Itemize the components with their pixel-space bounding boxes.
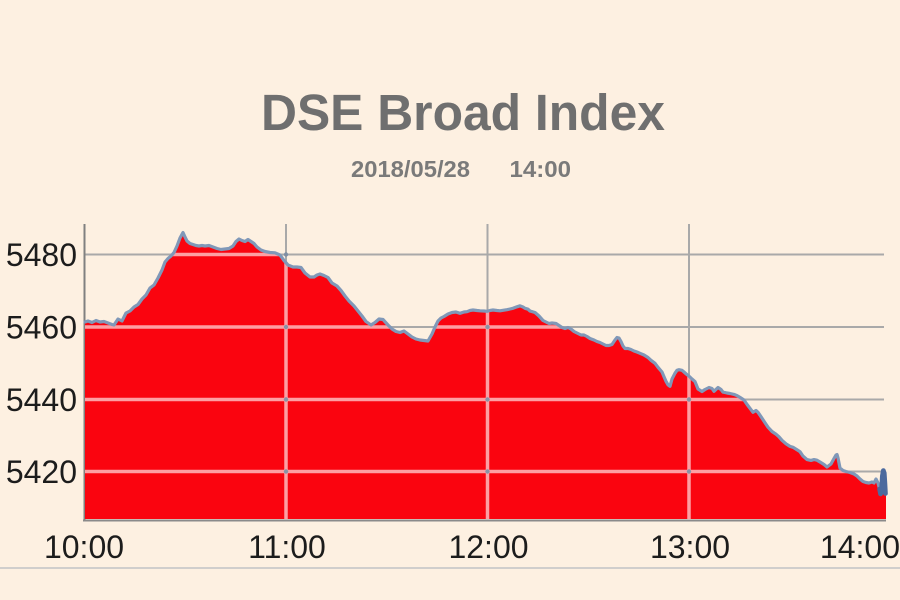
svg-text:5480: 5480 xyxy=(6,237,77,273)
svg-text:DSE Broad Index: DSE Broad Index xyxy=(261,84,665,141)
svg-text:5440: 5440 xyxy=(6,382,77,418)
svg-text:11:00: 11:00 xyxy=(248,529,326,565)
svg-text:12:00: 12:00 xyxy=(448,529,528,565)
svg-text:10:00: 10:00 xyxy=(44,529,124,565)
svg-text:5460: 5460 xyxy=(6,310,77,346)
svg-text:14:00: 14:00 xyxy=(510,156,572,182)
svg-text:13:00: 13:00 xyxy=(650,529,730,565)
svg-text:14:00: 14:00 xyxy=(820,529,900,565)
svg-text:2018/05/28: 2018/05/28 xyxy=(351,156,470,182)
svg-text:5420: 5420 xyxy=(6,454,77,490)
